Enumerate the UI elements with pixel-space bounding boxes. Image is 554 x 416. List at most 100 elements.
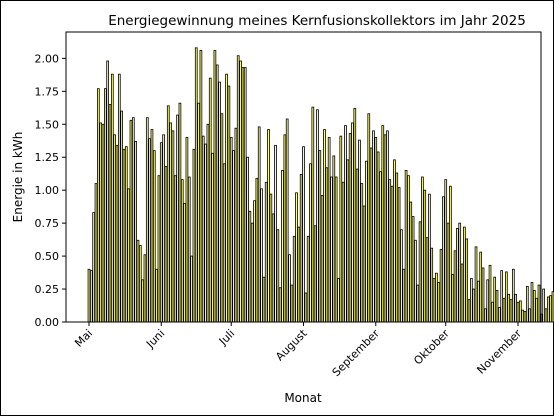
bar <box>113 134 116 323</box>
bar <box>376 151 380 323</box>
bar <box>348 133 352 323</box>
bar <box>400 229 403 323</box>
bar <box>460 263 464 323</box>
bar <box>199 50 203 323</box>
bar <box>213 50 217 323</box>
bar <box>269 193 273 323</box>
bar <box>110 73 114 323</box>
bar <box>220 113 224 323</box>
bar <box>138 245 142 323</box>
bar <box>428 193 431 323</box>
bar <box>353 108 357 323</box>
bar <box>360 183 364 323</box>
bar <box>484 308 487 323</box>
bar <box>507 293 511 323</box>
bar <box>134 141 137 323</box>
bar <box>397 187 401 323</box>
bar <box>241 67 245 323</box>
bar <box>232 150 235 323</box>
bar <box>425 237 429 323</box>
bar <box>206 123 210 323</box>
bar <box>393 159 396 323</box>
bar <box>327 137 331 323</box>
bar <box>239 60 242 323</box>
bar <box>414 239 417 323</box>
bar <box>260 188 263 323</box>
y-tick-label: 1.25 <box>35 151 60 164</box>
bar <box>127 188 130 323</box>
bar <box>337 278 340 323</box>
bar <box>166 105 170 323</box>
bar <box>346 159 350 323</box>
bar <box>381 125 385 323</box>
bar <box>225 73 228 323</box>
bar <box>523 311 527 323</box>
bar <box>372 130 375 323</box>
bar <box>477 280 480 323</box>
bar <box>341 181 345 323</box>
bar <box>208 77 212 323</box>
bar <box>456 228 459 323</box>
bar <box>486 279 490 323</box>
bar <box>180 179 184 323</box>
bar <box>96 88 100 323</box>
x-tick-label: Mai <box>72 327 95 350</box>
bar <box>108 104 112 323</box>
bar <box>99 122 102 323</box>
bar <box>404 170 408 323</box>
bar <box>204 143 207 323</box>
bar <box>222 163 226 323</box>
y-tick-label: 0.00 <box>35 316 60 329</box>
bar <box>264 181 268 323</box>
bar <box>509 299 513 323</box>
bar <box>155 268 158 323</box>
bar <box>150 129 154 323</box>
bar <box>92 212 96 323</box>
bar <box>437 282 441 323</box>
bar <box>250 222 254 323</box>
bar <box>262 276 266 323</box>
bar <box>211 152 214 323</box>
bar <box>141 279 144 323</box>
bar <box>227 85 231 323</box>
bar <box>236 55 240 323</box>
bar <box>178 102 182 323</box>
bar <box>537 284 541 323</box>
bar <box>334 176 338 323</box>
bar <box>498 307 501 323</box>
bar <box>362 205 366 323</box>
bar <box>458 222 462 323</box>
bar <box>379 171 382 323</box>
bar <box>439 249 443 323</box>
bar <box>395 172 399 323</box>
x-tick-label: Juli <box>216 327 237 348</box>
bar <box>491 301 494 323</box>
bar <box>505 271 508 323</box>
bar <box>281 170 284 323</box>
bar <box>183 202 186 323</box>
bar <box>365 160 368 323</box>
bar <box>516 301 520 323</box>
bar <box>283 134 287 323</box>
x-axis-label: Monat <box>284 391 322 405</box>
y-tick-label: 2.00 <box>35 52 60 65</box>
bar <box>157 175 161 323</box>
bar <box>521 309 524 323</box>
bar-group <box>87 47 554 323</box>
bar <box>117 73 121 323</box>
bar <box>435 272 438 323</box>
bar <box>197 102 200 323</box>
bar <box>367 113 371 323</box>
x-tick-label: August <box>273 326 310 363</box>
bar <box>290 284 294 323</box>
bar <box>90 270 93 323</box>
bar <box>502 297 506 323</box>
bar <box>355 168 359 323</box>
bar <box>402 268 406 323</box>
bar <box>246 156 249 323</box>
x-tick-label: November <box>474 327 524 377</box>
bar <box>306 235 310 323</box>
bar <box>358 139 361 323</box>
x-tick-label: Juni <box>143 327 167 351</box>
bar <box>411 216 415 323</box>
